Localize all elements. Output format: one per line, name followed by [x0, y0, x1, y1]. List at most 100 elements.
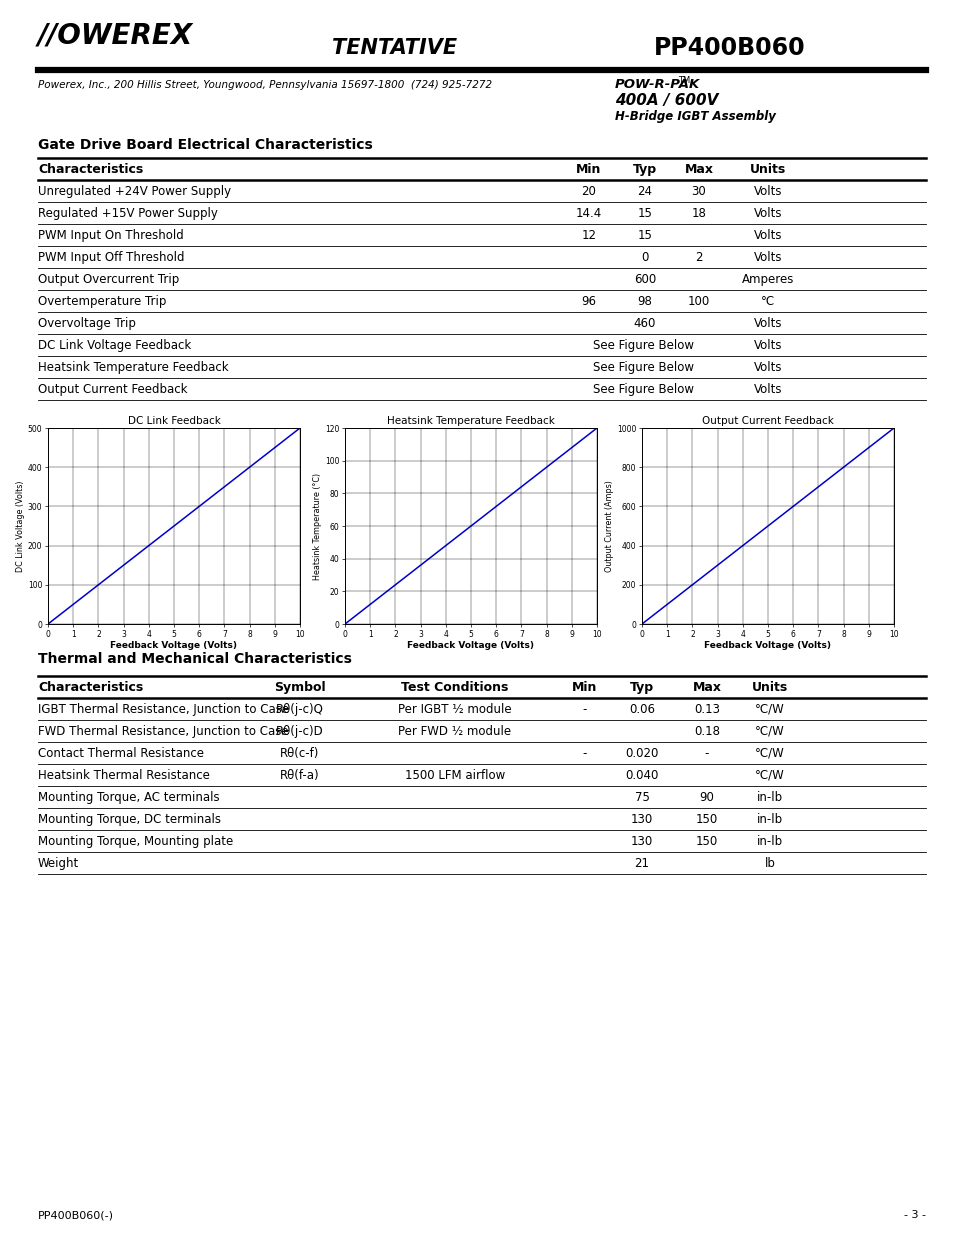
- Text: Contact Thermal Resistance: Contact Thermal Resistance: [38, 747, 204, 760]
- Text: -: -: [582, 703, 587, 716]
- Text: H-Bridge IGBT Assembly: H-Bridge IGBT Assembly: [615, 110, 775, 124]
- Text: Units: Units: [751, 680, 787, 694]
- Text: °C/W: °C/W: [755, 725, 784, 739]
- Text: Max: Max: [692, 680, 720, 694]
- Text: 150: 150: [695, 835, 718, 848]
- Text: Mounting Torque, Mounting plate: Mounting Torque, Mounting plate: [38, 835, 233, 848]
- Text: lb: lb: [763, 857, 775, 869]
- Text: - 3 -: - 3 -: [903, 1210, 925, 1220]
- Text: Regulated +15V Power Supply: Regulated +15V Power Supply: [38, 207, 217, 220]
- Text: PWM Input Off Threshold: PWM Input Off Threshold: [38, 251, 184, 264]
- Text: PP400B060(-): PP400B060(-): [38, 1210, 113, 1220]
- X-axis label: Feedback Voltage (Volts): Feedback Voltage (Volts): [407, 641, 534, 651]
- Text: Max: Max: [684, 163, 713, 177]
- Text: Mounting Torque, DC terminals: Mounting Torque, DC terminals: [38, 813, 221, 826]
- Text: Overvoltage Trip: Overvoltage Trip: [38, 317, 135, 330]
- Text: °C: °C: [760, 295, 774, 308]
- Text: Unregulated +24V Power Supply: Unregulated +24V Power Supply: [38, 185, 231, 198]
- Text: 21: 21: [634, 857, 649, 869]
- Text: Output Overcurrent Trip: Output Overcurrent Trip: [38, 273, 179, 287]
- Text: Volts: Volts: [753, 361, 781, 374]
- Text: Volts: Volts: [753, 228, 781, 242]
- Text: FWD Thermal Resistance, Junction to Case: FWD Thermal Resistance, Junction to Case: [38, 725, 289, 739]
- Text: Units: Units: [749, 163, 785, 177]
- Text: TENTATIVE: TENTATIVE: [332, 38, 457, 58]
- Text: 30: 30: [691, 185, 705, 198]
- Text: Rθ(c-f): Rθ(c-f): [280, 747, 319, 760]
- Text: Thermal and Mechanical Characteristics: Thermal and Mechanical Characteristics: [38, 652, 352, 666]
- Text: 400A / 600V: 400A / 600V: [615, 93, 718, 107]
- Text: Output Current Feedback: Output Current Feedback: [38, 383, 188, 396]
- Y-axis label: Heatsink Temperature (°C): Heatsink Temperature (°C): [313, 473, 322, 579]
- Text: Powerex, Inc., 200 Hillis Street, Youngwood, Pennsylvania 15697-1800  (724) 925-: Powerex, Inc., 200 Hillis Street, Youngw…: [38, 80, 492, 90]
- Text: Heatsink Thermal Resistance: Heatsink Thermal Resistance: [38, 769, 210, 782]
- Text: Volts: Volts: [753, 317, 781, 330]
- Text: -: -: [704, 747, 708, 760]
- Text: See Figure Below: See Figure Below: [593, 383, 694, 396]
- Text: in-lb: in-lb: [756, 790, 782, 804]
- Y-axis label: DC Link Voltage (Volts): DC Link Voltage (Volts): [16, 480, 25, 572]
- Text: Volts: Volts: [753, 207, 781, 220]
- Text: 12: 12: [581, 228, 596, 242]
- Text: 0.040: 0.040: [624, 769, 658, 782]
- Text: PWM Input On Threshold: PWM Input On Threshold: [38, 228, 184, 242]
- Text: See Figure Below: See Figure Below: [593, 361, 694, 374]
- Text: in-lb: in-lb: [756, 813, 782, 826]
- Text: Per IGBT ½ module: Per IGBT ½ module: [397, 703, 511, 716]
- X-axis label: Feedback Voltage (Volts): Feedback Voltage (Volts): [111, 641, 237, 651]
- Text: Rθ(f-a): Rθ(f-a): [280, 769, 319, 782]
- Text: Typ: Typ: [632, 163, 657, 177]
- Text: Weight: Weight: [38, 857, 79, 869]
- Text: 15: 15: [637, 207, 652, 220]
- Text: Rθ(j-c)D: Rθ(j-c)D: [275, 725, 323, 739]
- Text: 0.020: 0.020: [624, 747, 658, 760]
- Text: °C/W: °C/W: [755, 703, 784, 716]
- Text: Per FWD ½ module: Per FWD ½ module: [398, 725, 511, 739]
- Text: 2: 2: [695, 251, 702, 264]
- Text: IGBT Thermal Resistance, Junction to Case: IGBT Thermal Resistance, Junction to Cas…: [38, 703, 289, 716]
- Text: DC Link Voltage Feedback: DC Link Voltage Feedback: [38, 338, 191, 352]
- Text: 0.13: 0.13: [693, 703, 720, 716]
- Text: Volts: Volts: [753, 338, 781, 352]
- Text: Heatsink Temperature Feedback: Heatsink Temperature Feedback: [38, 361, 229, 374]
- Text: 15: 15: [637, 228, 652, 242]
- Text: 14.4: 14.4: [576, 207, 601, 220]
- Text: TM: TM: [678, 77, 690, 85]
- Text: 460: 460: [633, 317, 656, 330]
- X-axis label: Feedback Voltage (Volts): Feedback Voltage (Volts): [703, 641, 831, 651]
- Text: Symbol: Symbol: [274, 680, 326, 694]
- Text: 0: 0: [640, 251, 648, 264]
- Title: DC Link Feedback: DC Link Feedback: [128, 416, 220, 426]
- Text: Characteristics: Characteristics: [38, 680, 143, 694]
- Text: in-lb: in-lb: [756, 835, 782, 848]
- Text: 1500 LFM airflow: 1500 LFM airflow: [404, 769, 504, 782]
- Text: PP400B060: PP400B060: [654, 36, 805, 61]
- Text: Volts: Volts: [753, 185, 781, 198]
- Text: Min: Min: [576, 163, 601, 177]
- Text: Mounting Torque, AC terminals: Mounting Torque, AC terminals: [38, 790, 219, 804]
- Text: 130: 130: [630, 835, 653, 848]
- Text: 20: 20: [581, 185, 596, 198]
- Text: °C/W: °C/W: [755, 769, 784, 782]
- Text: 0.06: 0.06: [628, 703, 655, 716]
- Text: 100: 100: [687, 295, 709, 308]
- Text: Volts: Volts: [753, 251, 781, 264]
- Title: Output Current Feedback: Output Current Feedback: [701, 416, 833, 426]
- Text: See Figure Below: See Figure Below: [593, 338, 694, 352]
- Text: Volts: Volts: [753, 383, 781, 396]
- Text: //OWEREX: //OWEREX: [38, 22, 193, 49]
- Text: Characteristics: Characteristics: [38, 163, 143, 177]
- Text: Typ: Typ: [629, 680, 654, 694]
- Text: Amperes: Amperes: [741, 273, 793, 287]
- Text: 150: 150: [695, 813, 718, 826]
- Text: POW-R-PAK: POW-R-PAK: [615, 78, 700, 91]
- Title: Heatsink Temperature Feedback: Heatsink Temperature Feedback: [387, 416, 555, 426]
- Text: -: -: [582, 747, 587, 760]
- Text: Overtemperature Trip: Overtemperature Trip: [38, 295, 166, 308]
- Text: Min: Min: [572, 680, 598, 694]
- Text: 0.18: 0.18: [693, 725, 720, 739]
- Text: Test Conditions: Test Conditions: [401, 680, 508, 694]
- Text: 24: 24: [637, 185, 652, 198]
- Text: Rθ(j-c)Q: Rθ(j-c)Q: [275, 703, 324, 716]
- Text: °C/W: °C/W: [755, 747, 784, 760]
